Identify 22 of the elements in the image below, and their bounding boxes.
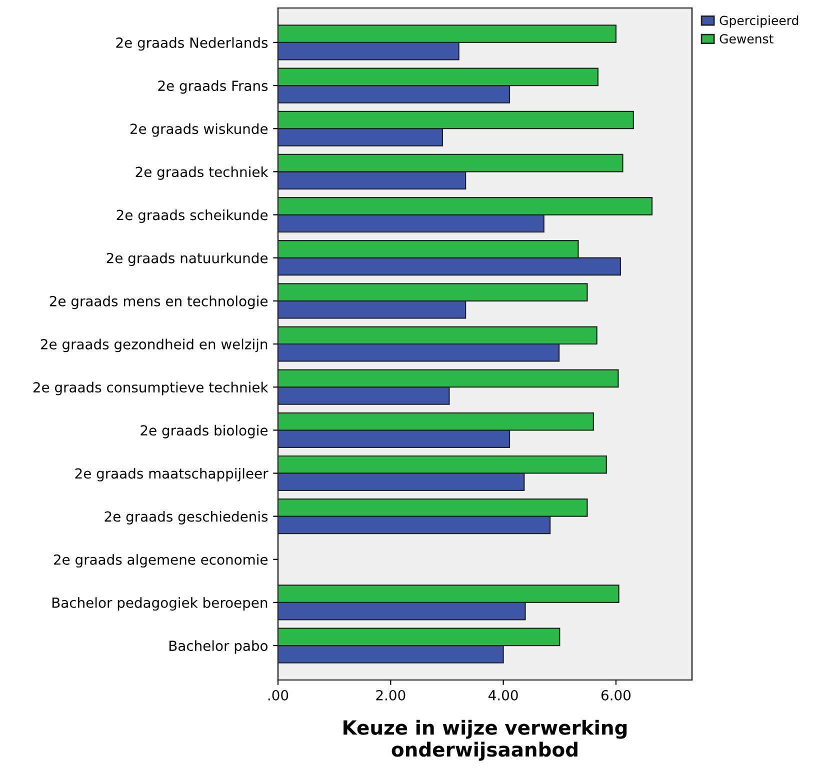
y-tick-label: 2e graads natuurkunde (106, 252, 268, 266)
y-tick-label: Bachelor pedagogiek beroepen (52, 597, 268, 611)
y-tick-label: 2e graads gezondheid en welzijn (40, 338, 268, 352)
y-tick-label: 2e graads techniek (136, 166, 268, 180)
y-tick-label: Bachelor pabo (169, 640, 268, 654)
y-tick-label: 2e graads geschiedenis (104, 511, 268, 524)
y-tick-label: 2e graads scheikunde (116, 209, 268, 223)
y-tick-label: 2e graads Nederlands (116, 37, 268, 51)
x-tick-label: 6.00 (601, 690, 630, 700)
y-tick-label: 2e graads Frans (158, 80, 268, 94)
y-tick-label: 2e graads biologie (140, 424, 268, 438)
x-tick-label: .00 (268, 690, 288, 700)
legend-label: Gpercipieerd (720, 16, 798, 28)
x-tick-label: 4.00 (488, 690, 518, 700)
y-tick-label: 2e graads algemene economie (54, 554, 268, 568)
x-tick-label: 2.00 (376, 690, 406, 700)
y-tick-label: 2e graads mens en technologie (50, 296, 268, 310)
y-tick-label: 2e graads consumptieve techniek (33, 382, 268, 396)
y-tick-label: 2e graads maatschappijleer (75, 468, 268, 482)
legend-label: Gewenst (720, 34, 774, 44)
y-tick-label: 2e graads wiskunde (130, 123, 268, 137)
x-axis-title: Keuze in wijze verwerking onderwijsaanbod (344, 720, 627, 761)
